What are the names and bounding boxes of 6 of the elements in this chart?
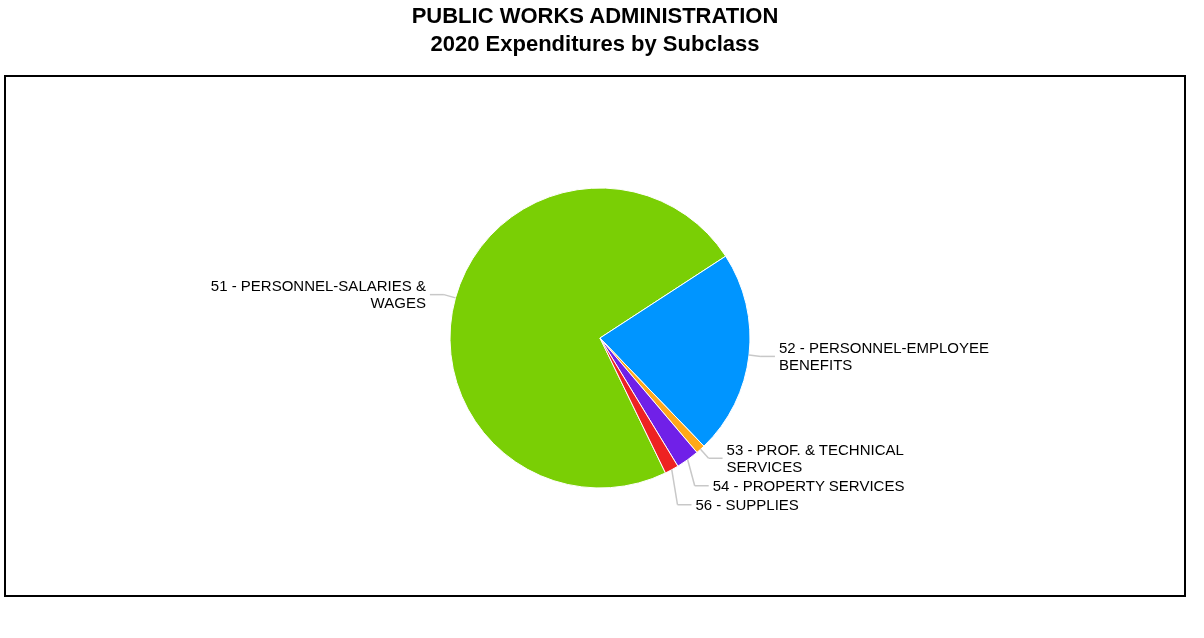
- slice-label: 56 - SUPPLIES: [695, 495, 799, 513]
- slice-label: 52 - PERSONNEL-EMPLOYEE BENEFITS: [778, 338, 990, 373]
- slice-label: 54 - PROPERTY SERVICES: [712, 476, 905, 494]
- slice-label: 51 - PERSONNEL-SALARIES & WAGES: [210, 277, 426, 312]
- slice-label: 53 - PROF. & TECHNICAL SERVICES: [726, 440, 904, 475]
- chart-title: PUBLIC WORKS ADMINISTRATION 2020 Expenditures by Subclass: [411, 3, 779, 56]
